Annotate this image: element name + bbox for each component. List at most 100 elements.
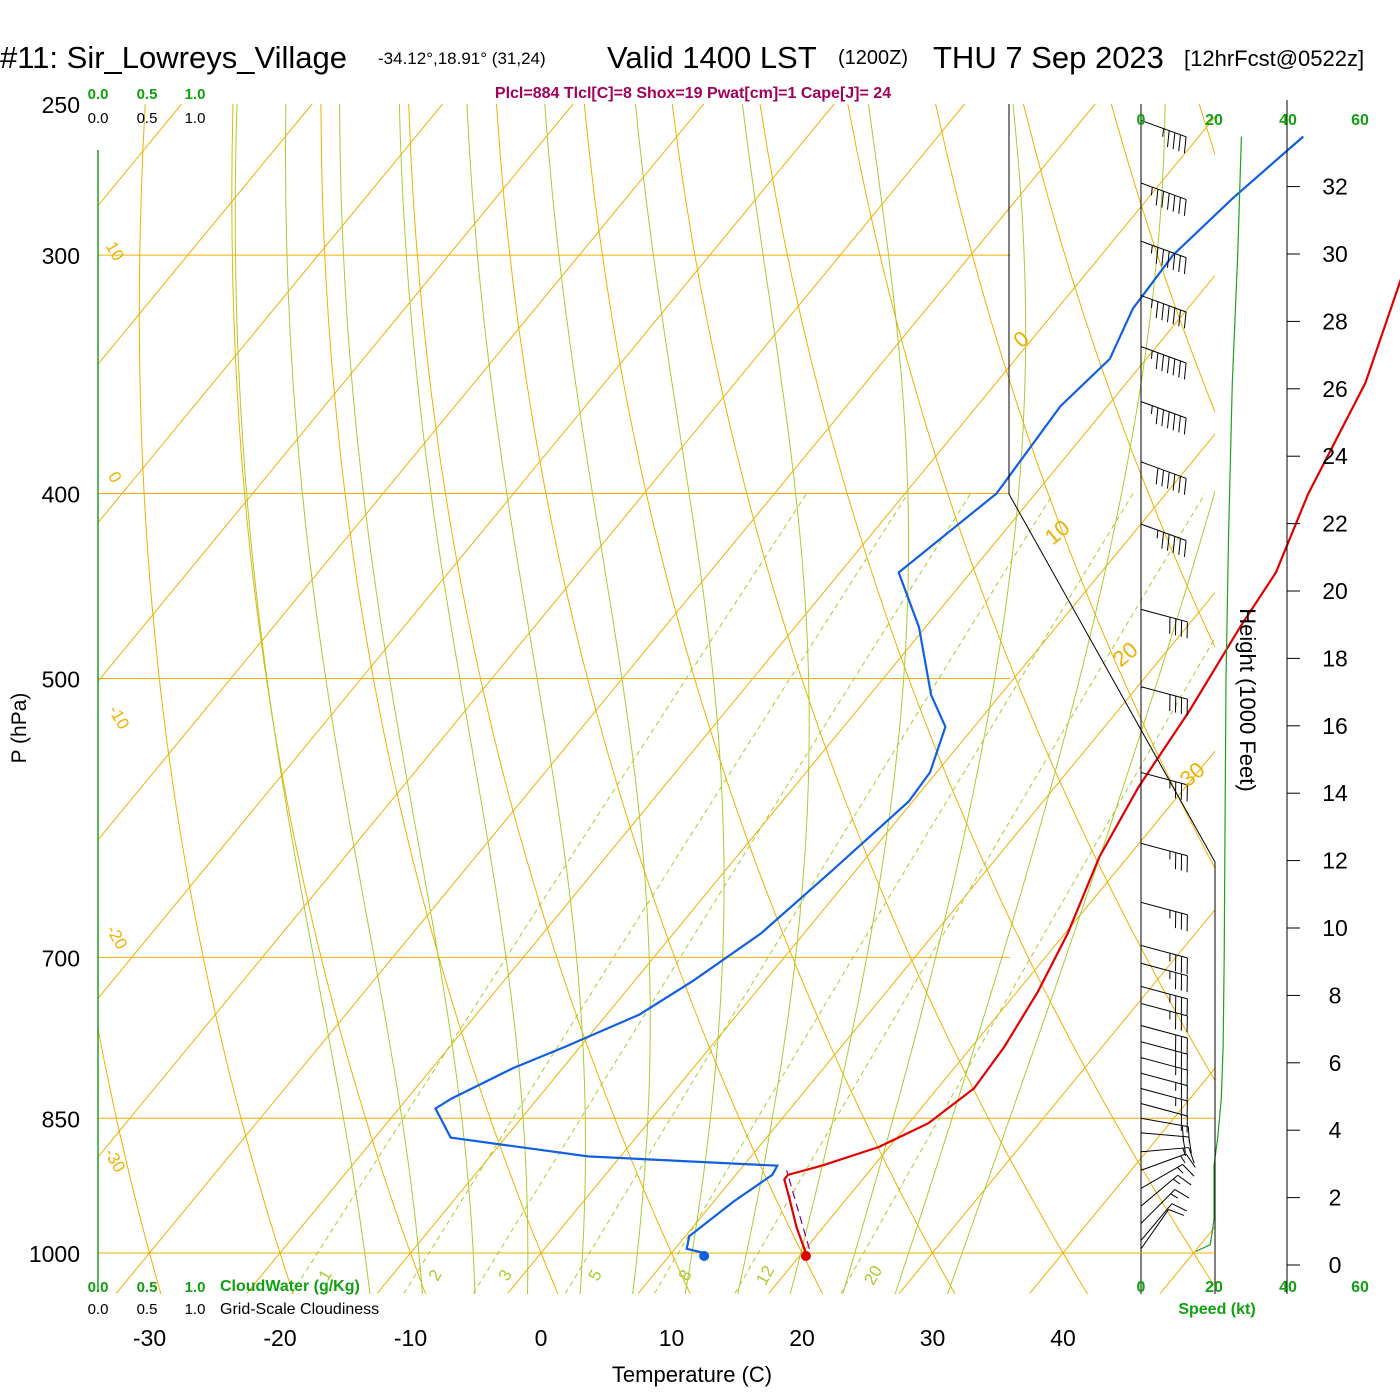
moist-adiabat-line: [894, 104, 1166, 1294]
wind-barb-feather: [1178, 476, 1181, 493]
wind-barb-feather: [1178, 360, 1181, 378]
moist-adiabat-label: 20: [1108, 637, 1143, 672]
dry-adiabat-line: [1022, 104, 1215, 649]
wind-barb: [1140, 1203, 1187, 1241]
wind-barb-feather: [1166, 472, 1170, 489]
wind-barb-feather: [1183, 478, 1187, 495]
dry-adiabat-label: 0: [104, 468, 125, 486]
wind-barb-feather: [1161, 470, 1165, 487]
y-axis-label: P (hPa): [8, 693, 31, 764]
speed-scale-top: 60: [1351, 112, 1369, 129]
wind-barb: [1140, 1163, 1195, 1189]
valid-time: Valid 1400 LST: [607, 40, 817, 75]
wind-barb-staff: [1140, 1117, 1189, 1128]
wind-barb-staff: [1140, 1174, 1179, 1207]
dry-adiabat-line: [671, 104, 1089, 1294]
isotherm-line: [898, 908, 1215, 1294]
wind-barb-feather: [1161, 354, 1165, 372]
wind-barb: [1140, 119, 1187, 154]
mixing-ratio-line: [291, 493, 808, 1294]
temperature-tick-label: 40: [1050, 1325, 1076, 1351]
dry-adiabat-line: [1198, 104, 1215, 156]
wind-barb-feather: [1155, 407, 1159, 425]
wind-barb-staff: [1140, 1041, 1188, 1055]
height-tick-label: 26: [1322, 376, 1348, 402]
wind-barb-feather: [1183, 311, 1187, 329]
height-tick-label: 2: [1329, 1185, 1342, 1211]
mixing-ratio-label: 3: [495, 1266, 516, 1284]
wind-barb-staff: [1140, 1203, 1173, 1241]
temperature-tick-label: 20: [789, 1325, 815, 1351]
moist-adiabat-label: 10: [1040, 515, 1075, 550]
dry-adiabat-line: [935, 104, 1215, 870]
wind-barb-feather: [1166, 251, 1170, 268]
speed-scale-bottom: 0: [1137, 1279, 1146, 1296]
mixing-ratio-label: 12: [752, 1262, 778, 1288]
dry-adiabat-line: [408, 104, 691, 1294]
mixing-ratio-line: [840, 637, 1215, 1294]
wind-barb: [1140, 240, 1187, 275]
wind-barb-staff: [1140, 901, 1188, 916]
wind-barb-feather: [1166, 305, 1170, 323]
speed-profile-line: [1195, 136, 1242, 1252]
dry-adiabat-line: [1287, 104, 1400, 1301]
temperature-series-line: [783, 278, 1400, 1254]
wind-barb-half-feather: [1150, 350, 1153, 359]
wind-barb: [1140, 461, 1187, 495]
dry-adiabat-label: -10: [104, 702, 133, 733]
wind-barb-feather: [1182, 1164, 1195, 1177]
wind-barb-feather: [1161, 191, 1165, 208]
mixing-ratio-line: [654, 493, 1134, 1294]
cloud-scale-bottom-green: 0.0: [88, 1279, 109, 1296]
wind-barbs: [1140, 119, 1196, 1250]
wind-barb-feather: [1188, 1147, 1195, 1164]
wind-barb-staff: [1140, 771, 1188, 786]
cloud-scale-bottom-green: 1.0: [185, 1279, 206, 1296]
wind-barb-half-feather: [1150, 405, 1153, 414]
dry-adiabat-line: [231, 104, 427, 1294]
wind-barb: [1140, 1103, 1188, 1133]
valid-date: THU 7 Sep 2023: [933, 40, 1164, 75]
temperature-tick-label: -10: [394, 1325, 427, 1351]
dry-adiabat-line: [759, 104, 1215, 1288]
pressure-tick-label: 300: [42, 243, 80, 269]
wind-barb: [1140, 401, 1187, 435]
wind-barb-feather: [1155, 301, 1159, 319]
wind-barb-feather: [1178, 538, 1181, 555]
wind-barb-feather: [1172, 307, 1176, 325]
wind-barb: [1140, 1002, 1188, 1033]
wind-barb-feather: [1178, 309, 1181, 327]
moist-adiabat-line: [466, 104, 586, 1294]
wind-barb-staff: [1140, 1088, 1188, 1102]
wind-barb: [1140, 901, 1188, 932]
temperature-tick-label: -20: [263, 1325, 296, 1351]
wind-barb-feather: [1188, 1136, 1192, 1154]
wind-barb: [1140, 182, 1187, 216]
wind-barb-feather: [1155, 247, 1159, 264]
wind-barb-feather: [1172, 474, 1176, 491]
parcel-series-line: [786, 1170, 810, 1249]
wind-barb-half-feather: [1156, 530, 1159, 539]
speed-scale-bottom: 40: [1279, 1279, 1297, 1296]
wind-barb: [1140, 1057, 1188, 1087]
dry-adiabat-line: [847, 104, 1215, 1082]
cloud-scale-top-green: 1.0: [185, 86, 206, 103]
isotherm-line: [98, 104, 444, 524]
wind-barb: [1140, 686, 1188, 716]
pressure-tick-label: 250: [42, 92, 80, 118]
mixing-ratio-line: [472, 493, 972, 1294]
moist-adiabat-line: [946, 489, 1215, 1294]
isotherm-line: [98, 104, 705, 841]
moist-adiabat-line: [635, 104, 725, 1294]
wind-barb: [1140, 295, 1187, 329]
wind-barb: [1140, 608, 1188, 639]
height-tick-label: 14: [1322, 780, 1348, 806]
wind-barb-feather: [1161, 409, 1165, 427]
mixing-ratio-line: [564, 493, 1054, 1294]
background-grid: [98, 104, 1400, 1301]
wind-barb-half-feather: [1150, 299, 1153, 308]
wind-barb-staff: [1140, 1209, 1169, 1250]
dry-adiabat-line: [583, 104, 956, 1294]
wind-barb-feather: [1185, 1153, 1196, 1168]
cloud-scale-top-black: 1.0: [185, 110, 206, 127]
